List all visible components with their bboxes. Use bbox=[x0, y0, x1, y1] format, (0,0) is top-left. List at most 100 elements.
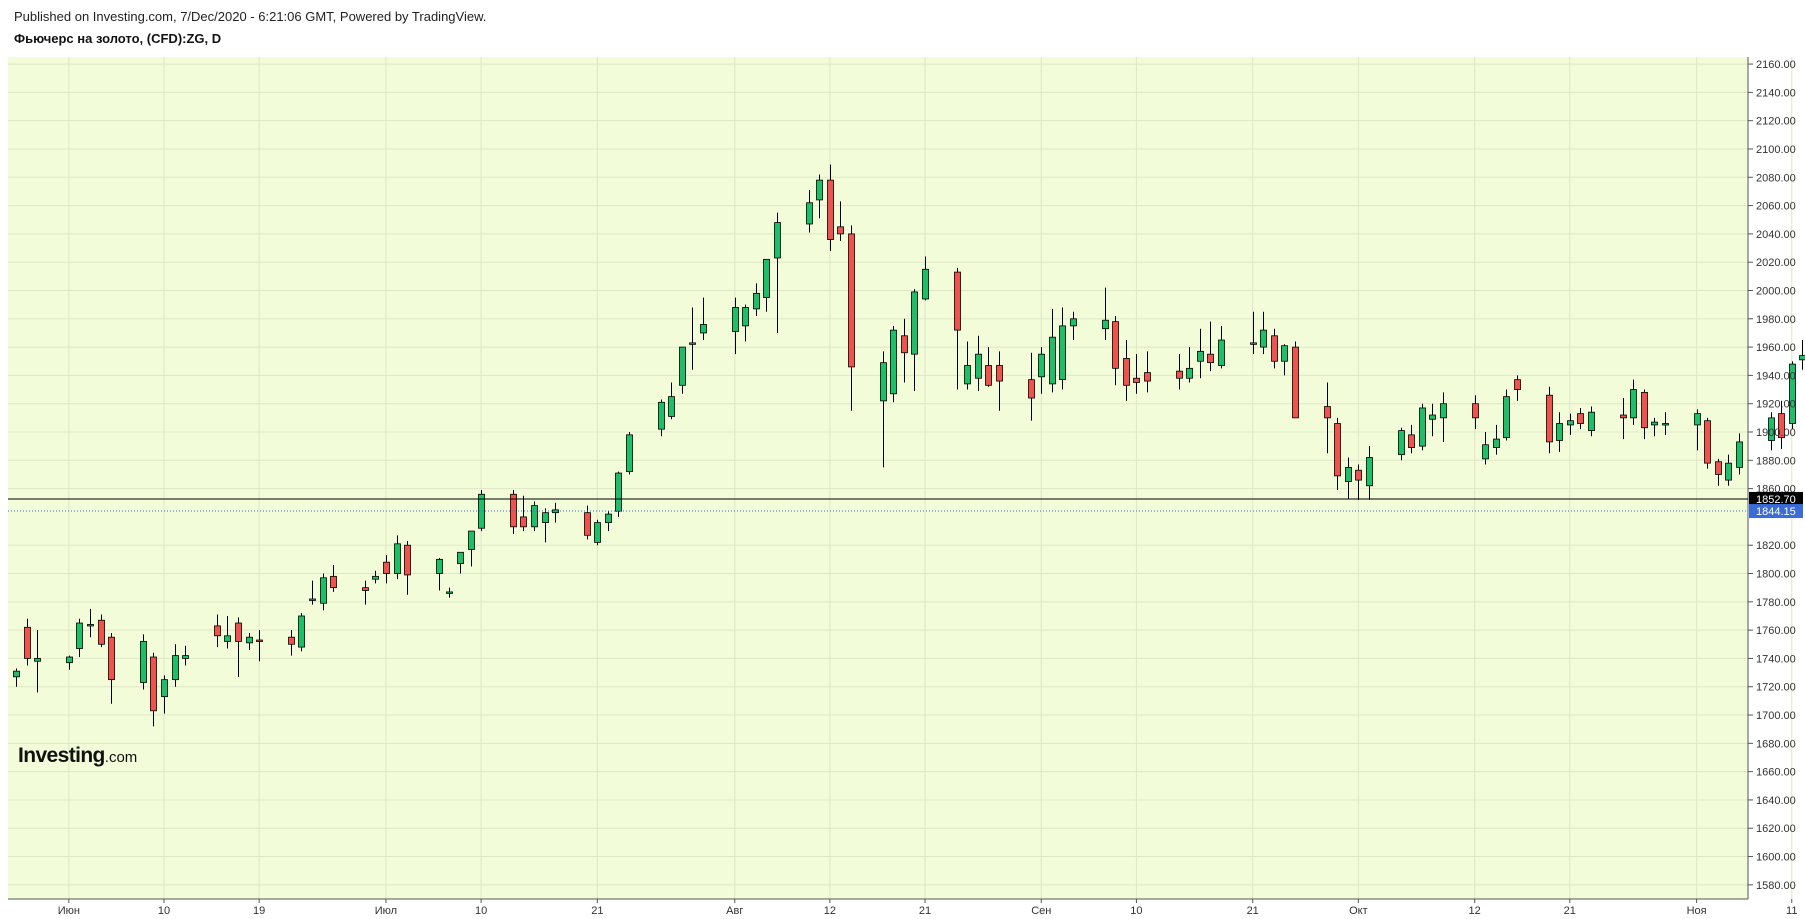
candle bbox=[246, 632, 253, 650]
candle bbox=[700, 297, 707, 341]
candle-body bbox=[1546, 394, 1553, 443]
y-tick-label: 1940.00 bbox=[1756, 370, 1796, 382]
x-tick-label: Июл bbox=[375, 905, 397, 917]
y-tick-label: 1580.00 bbox=[1756, 880, 1796, 892]
y-tick-label: 1720.00 bbox=[1756, 682, 1796, 694]
published-info: Published on Investing.com, 7/Dec/2020 -… bbox=[14, 9, 487, 24]
y-tick-label: 2020.00 bbox=[1756, 257, 1796, 269]
candle-body bbox=[584, 512, 591, 536]
candle bbox=[457, 551, 464, 574]
x-tick-label: Авг bbox=[726, 905, 743, 917]
candle bbox=[150, 652, 157, 727]
candle bbox=[742, 304, 749, 342]
candle-body bbox=[150, 656, 157, 712]
candle bbox=[1144, 351, 1151, 393]
candle-body bbox=[1186, 367, 1193, 379]
candle-body bbox=[172, 655, 179, 681]
candle-body bbox=[1028, 379, 1035, 399]
candle-body bbox=[985, 365, 992, 386]
candle bbox=[140, 634, 147, 690]
candle-body bbox=[1260, 329, 1267, 348]
candle-body bbox=[1789, 363, 1796, 424]
x-tick-label: 19 bbox=[253, 905, 265, 917]
candle-body bbox=[108, 636, 115, 681]
candle-body bbox=[1334, 423, 1341, 477]
candle bbox=[827, 164, 834, 251]
candle-body bbox=[1440, 403, 1447, 419]
candle-body bbox=[1218, 339, 1225, 366]
candle bbox=[309, 580, 316, 605]
y-tick-label: 1900.00 bbox=[1756, 427, 1796, 439]
candle-body bbox=[605, 513, 612, 523]
plot-area[interactable] bbox=[8, 57, 1748, 899]
y-tick-label: 2080.00 bbox=[1756, 172, 1796, 184]
y-tick-label: 2000.00 bbox=[1756, 285, 1796, 297]
candle-body bbox=[1123, 358, 1130, 386]
candle-body bbox=[1366, 457, 1373, 487]
candle-body bbox=[362, 587, 369, 591]
candle bbox=[1218, 325, 1225, 369]
y-tick-label: 1960.00 bbox=[1756, 342, 1796, 354]
candle bbox=[182, 645, 189, 666]
candle bbox=[436, 557, 443, 591]
candle-body bbox=[161, 679, 168, 698]
candle bbox=[531, 501, 538, 532]
y-tick-label: 1760.00 bbox=[1756, 625, 1796, 637]
x-tick-label: 21 bbox=[1247, 905, 1259, 917]
candle-body bbox=[383, 561, 390, 574]
x-tick-label: 11 bbox=[1786, 905, 1797, 917]
y-tick-label: 2140.00 bbox=[1756, 87, 1796, 99]
candle bbox=[1715, 458, 1722, 486]
candle bbox=[626, 432, 633, 475]
candle-body bbox=[1651, 421, 1658, 426]
candle bbox=[816, 174, 823, 219]
y-tick-label: 1680.00 bbox=[1756, 738, 1796, 750]
candle-body bbox=[1355, 469, 1362, 481]
y-tick-label: 2100.00 bbox=[1756, 144, 1796, 156]
candle-body bbox=[1556, 423, 1563, 441]
candle-body bbox=[76, 622, 83, 649]
candle bbox=[108, 632, 115, 704]
candle-body bbox=[1112, 321, 1119, 369]
candle bbox=[1334, 417, 1341, 491]
candle-body bbox=[1176, 370, 1183, 379]
candle-body bbox=[901, 335, 908, 354]
y-tick-label: 1740.00 bbox=[1756, 653, 1796, 665]
candle bbox=[1049, 308, 1056, 393]
candle bbox=[753, 283, 760, 316]
candle-body bbox=[1408, 434, 1415, 448]
candle-body bbox=[1271, 335, 1278, 362]
candle-body bbox=[1630, 389, 1637, 419]
candle bbox=[1630, 379, 1637, 425]
candle bbox=[1567, 413, 1574, 435]
candle-body bbox=[827, 179, 834, 240]
candle bbox=[996, 351, 1003, 411]
candle-body bbox=[224, 635, 231, 642]
x-tick-label: 21 bbox=[919, 905, 931, 917]
candle bbox=[732, 297, 739, 355]
candle-body bbox=[510, 493, 517, 528]
candle bbox=[1123, 340, 1130, 401]
candle bbox=[1694, 409, 1701, 451]
candle-body bbox=[1049, 336, 1056, 385]
candle-body bbox=[531, 505, 538, 528]
candle bbox=[1440, 392, 1447, 442]
x-tick-label: Сен bbox=[1031, 905, 1051, 917]
candle bbox=[1768, 412, 1775, 451]
candle-body bbox=[1567, 420, 1574, 426]
x-tick-label: 10 bbox=[1130, 905, 1142, 917]
candle bbox=[1493, 424, 1500, 455]
candle-body bbox=[806, 202, 813, 225]
candle-body bbox=[1345, 466, 1352, 482]
price-label-box bbox=[1749, 504, 1803, 519]
candle-body bbox=[98, 619, 105, 645]
candle bbox=[1725, 454, 1732, 486]
candle-body bbox=[436, 558, 443, 574]
candle bbox=[1038, 347, 1045, 394]
candle-body bbox=[668, 396, 675, 417]
candle-body bbox=[309, 598, 316, 601]
candle-body bbox=[330, 575, 337, 589]
candle bbox=[1271, 328, 1278, 369]
